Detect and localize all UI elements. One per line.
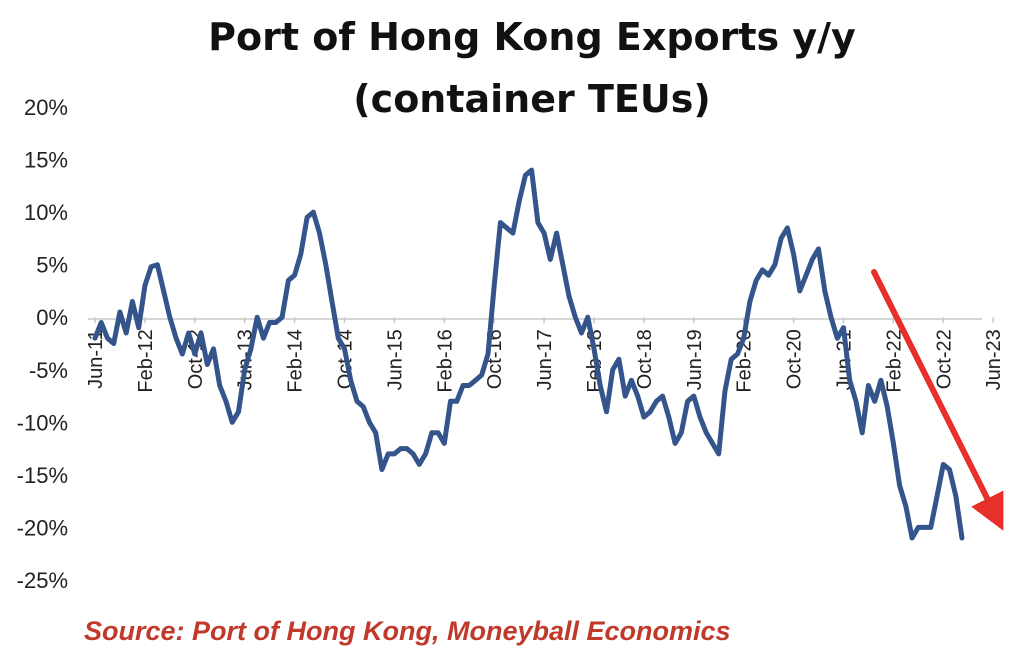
y-axis-ticks: 20% 15% 10% 5% 0% -5% -10% -15% -20% -25%	[17, 95, 68, 593]
y-tick-label: 10%	[24, 200, 68, 225]
x-axis-ticks: Jun-11 Feb-12 Oct-12 Jun-13 Feb-14 Oct-14 Jun-…	[85, 317, 1005, 393]
y-tick-label: -15%	[17, 463, 68, 488]
y-tick-label: -20%	[17, 515, 68, 540]
y-tick-label: 5%	[36, 253, 68, 278]
x-tick-label: Jun-23	[983, 329, 1005, 390]
y-tick-label: 0%	[36, 305, 68, 330]
y-tick-label: 15%	[24, 148, 68, 173]
trend-arrow	[871, 269, 1004, 531]
y-tick-label: -25%	[17, 568, 68, 593]
y-tick-label: -10%	[17, 410, 68, 435]
x-tick-label: Oct-20	[784, 329, 806, 389]
x-tick-label: Feb-16	[434, 329, 456, 392]
y-tick-label: 20%	[24, 95, 68, 120]
x-tick-label: Jun-11	[85, 329, 107, 389]
x-tick-label: Jun-19	[684, 329, 706, 390]
source-note: Source: Port of Hong Kong, Moneyball Eco…	[84, 616, 731, 646]
x-tick-label: Oct-22	[933, 329, 955, 389]
x-tick-label: Feb-22	[883, 329, 905, 392]
y-tick-label: -5%	[29, 358, 68, 383]
x-tick-label: Feb-14	[285, 329, 307, 392]
chart-title: Port of Hong Kong Exports y/y (container…	[0, 6, 1024, 130]
series-line	[92, 167, 965, 541]
x-tick-label: Jun-17	[534, 329, 556, 390]
x-tick-label: Jun-15	[384, 329, 406, 390]
series-group	[92, 167, 965, 541]
chart-title-line: Port of Hong Kong Exports y/y	[208, 15, 856, 59]
x-tick-label: Feb-12	[135, 329, 157, 392]
chart-subtitle: (container TEUs)	[353, 77, 711, 121]
x-tick-label: Oct-18	[634, 329, 656, 389]
